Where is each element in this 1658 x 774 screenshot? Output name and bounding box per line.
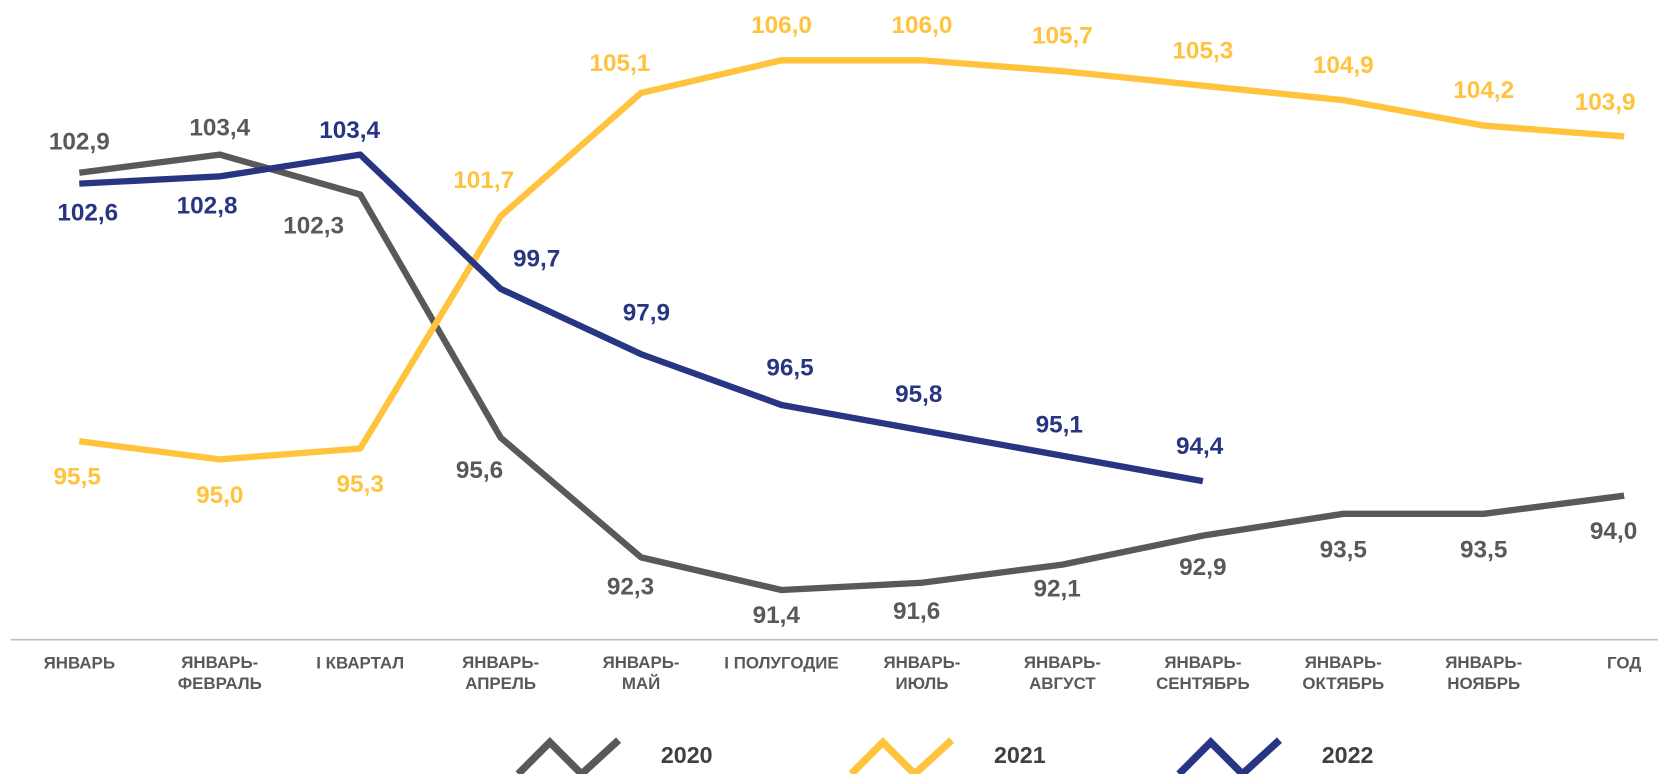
data-label: 103,4	[189, 115, 250, 142]
data-label: 95,0	[196, 482, 243, 509]
data-label: 94,4	[1176, 433, 1224, 460]
legend-swatch	[1176, 737, 1282, 774]
x-tick-label: I КВАРТАЛ	[316, 654, 404, 673]
data-label: 91,6	[893, 598, 940, 625]
data-label: 96,5	[766, 354, 813, 381]
x-tick-label: ЯНВАРЬ	[44, 654, 115, 673]
data-label: 95,6	[456, 457, 503, 484]
data-label: 97,9	[623, 299, 670, 326]
data-label: 95,5	[54, 464, 101, 491]
data-label: 106,0	[751, 12, 812, 39]
x-tick-label: ЯНВАРЬ-ОКТЯБРЬ	[1302, 654, 1384, 694]
data-label: 92,3	[607, 573, 654, 600]
data-label: 93,5	[1320, 536, 1367, 563]
data-label: 105,7	[1032, 23, 1093, 50]
x-tick-label: ЯНВАРЬ-АПРЕЛЬ	[462, 654, 539, 694]
data-label: 103,4	[319, 117, 380, 144]
series-line	[78, 57, 1625, 463]
data-label: 95,8	[895, 381, 942, 408]
legend-label: 2022	[1322, 742, 1374, 768]
data-label: 102,9	[49, 129, 110, 156]
data-label: 94,0	[1590, 518, 1637, 545]
x-tick-label: ЯНВАРЬ-ФЕВРАЛЬ	[178, 654, 262, 694]
data-label: 102,8	[177, 192, 238, 219]
x-tick-label: ЯНВАРЬ-МАЙ	[603, 654, 680, 694]
data-label: 104,9	[1313, 52, 1374, 79]
data-label: 92,1	[1033, 575, 1080, 602]
data-label: 106,0	[892, 12, 953, 39]
series-line	[78, 151, 1625, 594]
data-label: 102,3	[283, 213, 344, 240]
data-label: 102,6	[57, 200, 118, 227]
data-label: 105,1	[590, 50, 651, 77]
x-tick-label: ГОД	[1607, 654, 1641, 673]
series-line	[79, 151, 1204, 485]
legend-label: 2020	[661, 742, 713, 768]
x-tick-label: ЯНВАРЬ-АВГУСТ	[1024, 654, 1101, 694]
data-label: 105,3	[1172, 37, 1233, 64]
data-label: 101,7	[453, 167, 514, 194]
legend-swatch	[848, 737, 955, 774]
x-tick-label: ЯНВАРЬ-ИЮЛЬ	[883, 654, 960, 694]
data-label: 93,5	[1460, 536, 1507, 563]
data-label: 95,1	[1036, 412, 1083, 439]
data-label: 99,7	[513, 246, 560, 273]
x-tick-label: I ПОЛУГОДИЕ	[724, 654, 838, 673]
data-label: 91,4	[753, 602, 801, 629]
legend-label: 2021	[994, 742, 1046, 768]
data-label: 103,9	[1575, 89, 1636, 116]
data-label: 95,3	[337, 471, 384, 498]
legend-swatch	[515, 737, 622, 774]
x-tick-label: ЯНВАРЬ-СЕНТЯБРЬ	[1156, 654, 1250, 694]
x-tick-label: ЯНВАРЬ-НОЯБРЬ	[1445, 654, 1522, 694]
data-label: 92,9	[1179, 554, 1226, 581]
data-label: 104,2	[1453, 77, 1514, 104]
